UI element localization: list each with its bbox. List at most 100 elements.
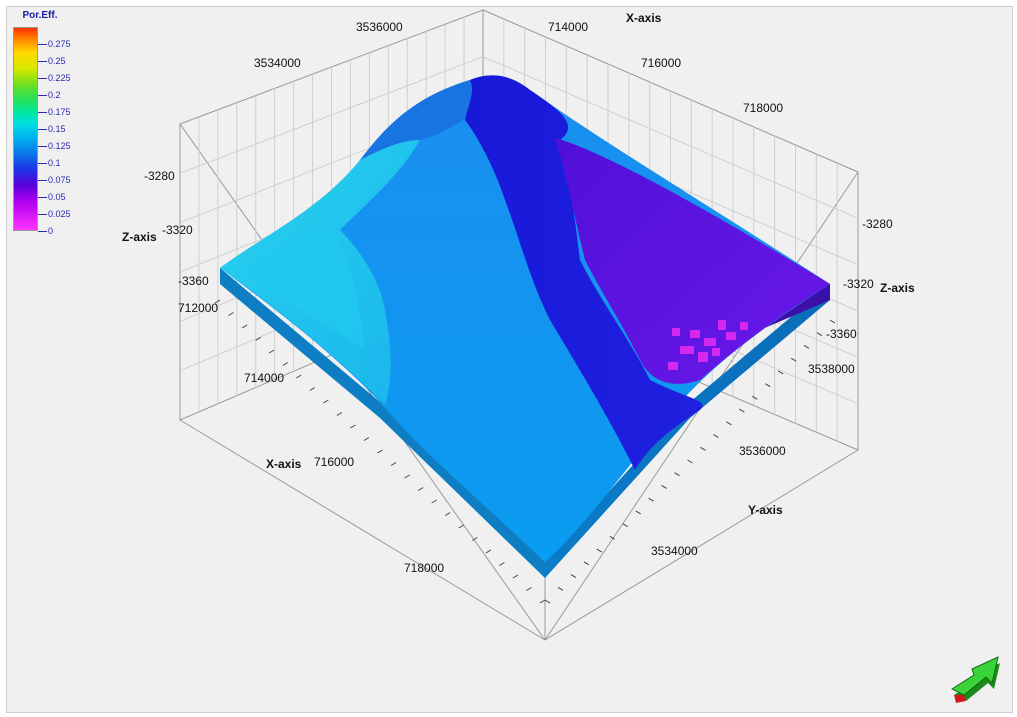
colorbar-tick-mark <box>38 163 47 164</box>
y-tick-front-2: 3538000 <box>808 362 855 376</box>
tick-mark <box>526 587 532 591</box>
tick-mark <box>544 599 551 604</box>
z-tick-left-0: -3280 <box>144 169 175 183</box>
colorbar-tick-label: 0.25 <box>48 56 66 66</box>
tick-mark <box>726 421 732 426</box>
colorbar-tick-mark <box>38 78 47 79</box>
y-tick-back-1: 3536000 <box>356 20 403 34</box>
grid-line <box>179 56 484 174</box>
z-axis-title-left: Z-axis <box>122 230 157 244</box>
tick-mark <box>764 383 771 388</box>
tick-mark <box>713 434 719 438</box>
z-tick-right-2: -3360 <box>826 327 857 341</box>
porosity-region-north-crest <box>360 78 505 160</box>
colorbar-tick-label: 0.2 <box>48 90 61 100</box>
tick-mark <box>228 312 234 316</box>
tick-marks <box>214 299 836 604</box>
colorbar-tick-mark <box>38 197 47 198</box>
tick-mark <box>431 499 437 504</box>
y-tick-front-0: 3534000 <box>651 544 698 558</box>
x-tick-front-0: 712000 <box>178 301 218 315</box>
z-tick-right-1: -3320 <box>843 277 874 291</box>
box-edge-bottom-left <box>179 419 546 641</box>
x-tick-back-1: 716000 <box>641 56 681 70</box>
x-axis-title-front: X-axis <box>266 457 302 471</box>
tick-mark <box>295 374 302 379</box>
z-axis-title-right: Z-axis <box>880 281 915 295</box>
porosity-region-west-speckle <box>236 225 365 350</box>
tick-mark <box>648 497 654 502</box>
tick-mark <box>309 387 316 391</box>
tick-mark <box>336 412 343 416</box>
tick-mark <box>458 524 465 529</box>
colorbar-tick-label: 0.1 <box>48 158 61 168</box>
y-axis-title: Y-axis <box>748 503 783 517</box>
tick-mark <box>777 370 784 375</box>
z-tick-left-1: -3320 <box>162 223 193 237</box>
colorbar-tick-mark <box>38 95 47 96</box>
colorbar-tick-label: 0.225 <box>48 73 71 83</box>
tick-mark <box>499 562 505 566</box>
x-tick-front-2: 716000 <box>314 455 354 469</box>
tick-mark <box>674 472 680 477</box>
colorbar-tick-label: 0.025 <box>48 209 71 219</box>
porosity-region-low-patches <box>668 320 748 370</box>
tick-mark <box>485 549 492 554</box>
tick-mark <box>700 446 706 451</box>
porosity-region-east-crest <box>465 75 703 470</box>
colorbar-tick-mark <box>38 180 47 181</box>
tick-mark <box>404 474 410 479</box>
tick-mark <box>539 599 546 604</box>
box-edge-bottom-right <box>544 449 859 641</box>
colorbar-title: Por.Eff. <box>22 10 58 21</box>
tick-mark <box>417 487 424 491</box>
colorbar-gradient <box>13 27 38 231</box>
navigation-arrow-icon[interactable] <box>950 655 1008 707</box>
tick-mark <box>390 462 397 466</box>
axis-labels: 712000 714000 716000 718000 X-axis 71400… <box>122 11 915 575</box>
colorbar-tick-label: 0.15 <box>48 124 66 134</box>
tick-mark <box>803 345 810 349</box>
z-tick-left-2: -3360 <box>178 274 209 288</box>
tick-mark <box>687 459 693 464</box>
tick-mark <box>214 299 221 304</box>
tick-mark <box>268 349 275 354</box>
colorbar-tick-mark <box>38 61 47 62</box>
tick-mark <box>609 535 616 540</box>
x-tick-front-3: 718000 <box>404 561 444 575</box>
tick-mark <box>472 537 478 541</box>
tick-mark <box>622 523 628 528</box>
colorbar-tick-label: 0.075 <box>48 175 71 185</box>
tick-mark <box>557 586 564 591</box>
x-tick-front-1: 714000 <box>244 371 284 385</box>
tick-mark <box>596 548 603 553</box>
x-axis-title-back: X-axis <box>626 11 662 25</box>
colorbar-tick-mark <box>38 129 47 130</box>
y-tick-front-1: 3536000 <box>739 444 786 458</box>
tick-mark <box>816 332 823 337</box>
tick-mark <box>635 510 641 515</box>
colorbar-tick-mark <box>38 214 47 215</box>
tick-mark <box>363 437 370 441</box>
tick-mark <box>282 362 288 366</box>
colorbar-tick-label: 0.175 <box>48 107 71 117</box>
x-tick-back-2: 718000 <box>743 101 783 115</box>
y-tick-back-0: 3534000 <box>254 56 301 70</box>
tick-mark <box>570 574 577 578</box>
colorbar-tick-label: 0.275 <box>48 39 71 49</box>
tick-mark <box>323 399 329 404</box>
colorbar-tick-mark <box>38 112 47 113</box>
tick-mark <box>829 319 836 324</box>
colorbar-tick-label: 0.125 <box>48 141 71 151</box>
colorbar-tick-label: 0.05 <box>48 192 66 202</box>
colorbar-tick-label: 0 <box>48 226 54 236</box>
grid-line <box>482 56 859 219</box>
model-side-southeast <box>545 284 830 578</box>
tick-mark <box>377 449 383 454</box>
reservoir-model <box>220 75 830 578</box>
z-tick-right-0: -3280 <box>862 217 893 231</box>
tick-mark <box>255 337 261 341</box>
tick-mark <box>444 512 451 516</box>
